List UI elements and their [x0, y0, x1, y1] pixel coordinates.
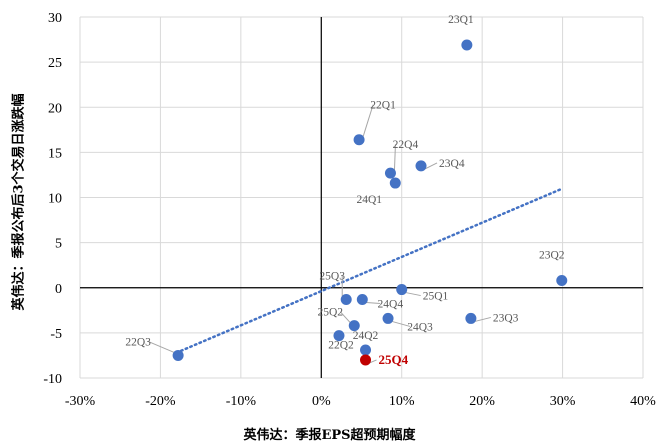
trendline — [175, 187, 564, 354]
x-tick-label: 20% — [469, 394, 495, 409]
point-label-23q2: 23Q2 — [539, 250, 565, 262]
label-leader-line — [405, 292, 421, 297]
point-label-23q1: 23Q1 — [448, 14, 474, 26]
label-leader-line — [369, 359, 377, 364]
point-label-22q4: 22Q4 — [393, 139, 419, 151]
label-leader-line — [339, 311, 351, 323]
data-point-23q1 — [461, 39, 473, 51]
label-leader-line — [391, 320, 411, 327]
point-label-23q4: 23Q4 — [439, 158, 465, 170]
data-point-22q4 — [384, 167, 396, 179]
point-label-23q3: 23Q3 — [493, 312, 519, 324]
point-label-25q2: 25Q2 — [317, 307, 343, 319]
data-point-23q2 — [556, 275, 568, 287]
label-leader-line — [147, 340, 175, 353]
point-label-22q3: 22Q3 — [125, 336, 151, 348]
data-point-22q1 — [353, 134, 365, 146]
tick-labels-layer: -10 -5 0 5 10 15 20 25 30 -30% -20% -10% 0% 10% 20% 30%… — [43, 11, 656, 409]
x-tick-label: 40% — [630, 394, 656, 409]
y-tick-label: -10 — [43, 372, 62, 387]
data-point-22q2 — [333, 330, 345, 342]
data-point-24q4 — [356, 293, 368, 305]
label-leader-line — [362, 104, 374, 137]
trendline-layer — [175, 187, 564, 354]
point-label-24q3: 24Q3 — [407, 321, 433, 333]
x-tick-label: 0% — [312, 394, 331, 409]
data-point-25q2 — [348, 320, 360, 332]
y-tick-label: 5 — [55, 237, 62, 252]
point-label-22q1: 22Q1 — [370, 100, 396, 112]
label-leader-line — [424, 162, 438, 170]
x-axis-title: 英伟达：季报EPS超预期幅度 — [243, 428, 416, 443]
y-tick-label: 25 — [48, 56, 62, 71]
data-point-25q1 — [396, 284, 408, 296]
point-label-24q4: 24Q4 — [378, 298, 404, 310]
y-tick-label: 30 — [48, 11, 62, 26]
y-tick-label: 0 — [55, 282, 62, 297]
data-point-24q1 — [389, 177, 401, 189]
data-point-22q3 — [172, 349, 184, 361]
y-tick-label: 10 — [48, 192, 62, 207]
data-point-23q3 — [465, 312, 477, 324]
y-axis-title: 英伟达：季报公布后3个交易日涨跌幅 — [11, 93, 27, 311]
point-label-24q2: 24Q2 — [353, 330, 379, 342]
x-tick-label: 30% — [550, 394, 576, 409]
x-tick-label: 10% — [389, 394, 415, 409]
point-label-25q3: 25Q3 — [319, 270, 345, 282]
label-leader-line — [474, 316, 492, 322]
y-tick-label: 20 — [48, 101, 62, 116]
point-label-22q2: 22Q2 — [328, 340, 354, 352]
label-leader-line — [393, 144, 396, 171]
x-tick-label: -30% — [65, 394, 96, 409]
point-label-25q4: 25Q4 — [379, 352, 409, 367]
axis-layer — [80, 17, 643, 378]
point-label-25q1: 25Q1 — [423, 291, 449, 303]
data-point-25q3 — [340, 293, 352, 305]
data-point-23q4 — [415, 160, 427, 172]
data-point-24q2 — [360, 344, 372, 356]
data-point-25q4 — [360, 354, 372, 366]
data-point-24q3 — [382, 312, 394, 324]
x-tick-label: -20% — [145, 394, 176, 409]
points-layer: 23Q1 22Q1 22Q4 23Q4 24Q1 23Q2 25Q3 24Q4 25Q1 25Q2… — [125, 14, 568, 367]
point-label-24q1: 24Q1 — [356, 194, 382, 206]
y-tick-label: 15 — [48, 146, 62, 161]
x-tick-label: -10% — [226, 394, 257, 409]
label-leader-line — [366, 301, 381, 304]
y-tick-label: -5 — [50, 327, 62, 342]
